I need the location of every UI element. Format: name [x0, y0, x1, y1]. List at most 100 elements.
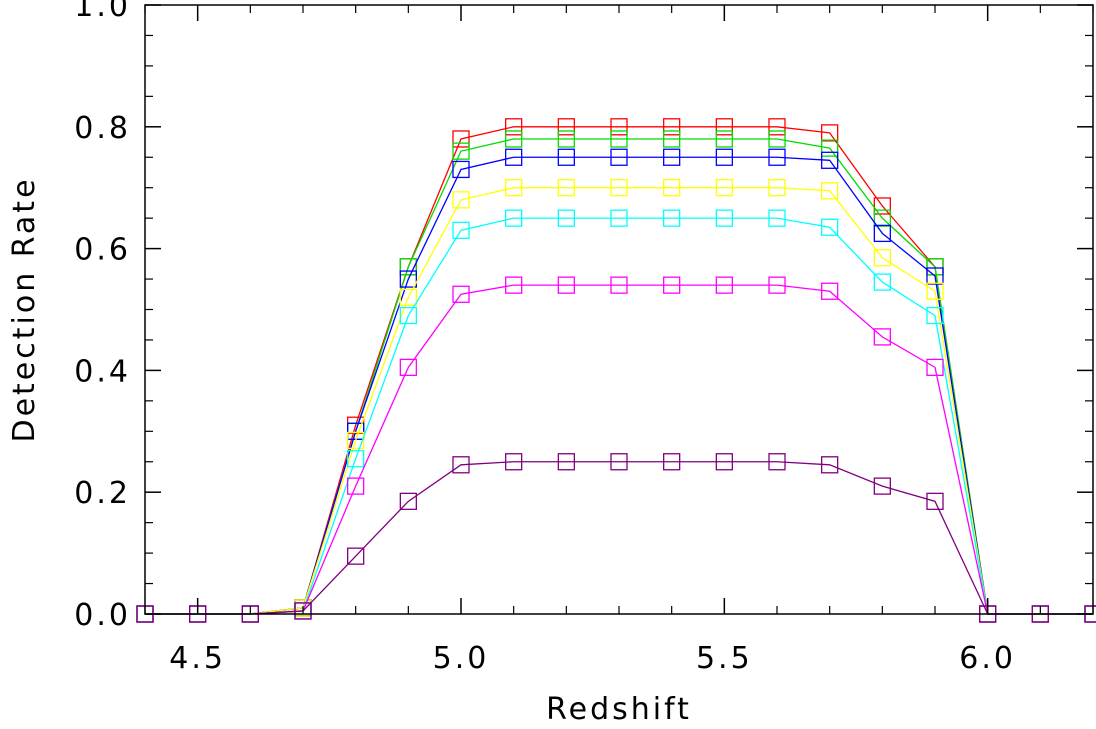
data-point-marker [294, 602, 312, 620]
data-point-marker [505, 148, 523, 166]
data-point-marker [399, 270, 417, 288]
x-tick-label: 5.5 [696, 641, 753, 676]
data-point-marker [452, 456, 470, 474]
series-line [145, 461, 1093, 615]
data-point-marker [505, 130, 523, 148]
data-point-marker [452, 160, 470, 179]
data-point-marker [873, 249, 891, 267]
data-point-marker [610, 179, 628, 197]
data-point-marker [926, 306, 944, 325]
data-point-marker [663, 130, 681, 148]
data-point-marker [821, 139, 839, 157]
series-6 [136, 276, 1096, 623]
y-axis-title: Detection Rate [7, 176, 42, 442]
data-point-marker [557, 148, 575, 166]
y-tick-label: 0.2 [74, 476, 131, 511]
data-point-marker [399, 358, 417, 377]
data-point-marker [926, 267, 944, 285]
series-3 [136, 148, 1096, 623]
data-point-marker [873, 328, 891, 346]
data-point-marker [452, 142, 470, 160]
y-tick-label: 0.4 [74, 354, 131, 389]
data-point-marker [768, 209, 786, 227]
tick-label-layer: 4.5 5.0 5.5 6.0 0.0 0.2 0.4 0.6 0.8 1.0 [74, 0, 1016, 676]
data-point-marker [452, 221, 470, 239]
data-point-marker [768, 276, 786, 294]
data-point-marker [505, 276, 523, 294]
data-point-marker [557, 179, 575, 197]
series-1 [136, 118, 1096, 623]
axes-layer [144, 4, 1094, 615]
x-tick-label: 6.0 [959, 641, 1016, 676]
data-point-marker [715, 453, 733, 471]
y-tick-label: 0.6 [74, 233, 131, 268]
data-point-marker [873, 209, 891, 227]
data-point-marker [821, 282, 839, 300]
data-point-marker [663, 209, 681, 227]
data-point-marker [873, 224, 891, 243]
x-tick-label: 4.5 [169, 641, 226, 676]
data-point-marker [715, 130, 733, 148]
series-line [145, 187, 1093, 615]
data-point-marker [557, 453, 575, 471]
series-line [145, 284, 1093, 615]
data-point-marker [926, 358, 944, 377]
data-point-marker [347, 431, 365, 450]
data-point-marker [926, 282, 944, 300]
data-point-marker [452, 285, 470, 303]
data-point-marker [873, 273, 891, 291]
data-point-marker [663, 148, 681, 166]
data-point-marker [821, 182, 839, 200]
data-point-marker [347, 547, 365, 565]
data-point-marker [663, 179, 681, 197]
data-point-marker [610, 118, 628, 136]
y-tick-label: 0.8 [74, 111, 131, 146]
data-point-marker [873, 197, 891, 215]
x-tick-label: 5.0 [433, 641, 490, 676]
data-point-marker [557, 276, 575, 294]
data-point-marker [505, 453, 523, 471]
series-layer [136, 118, 1096, 623]
data-point-marker [715, 179, 733, 197]
data-point-marker [610, 148, 628, 166]
data-point-marker [347, 477, 365, 495]
x-axis-title: Redshift [546, 692, 692, 727]
data-point-marker [663, 118, 681, 136]
data-point-marker [610, 276, 628, 294]
plot-frame [144, 4, 1094, 615]
data-point-marker [821, 124, 839, 142]
data-point-marker [715, 118, 733, 136]
data-point-marker [452, 130, 470, 148]
data-point-marker [821, 456, 839, 474]
data-point-marker [505, 179, 523, 197]
data-point-marker [821, 151, 839, 169]
data-point-marker [821, 218, 839, 236]
data-point-marker [768, 453, 786, 471]
series-5 [136, 209, 1096, 623]
data-point-marker [399, 492, 417, 510]
data-point-marker [610, 453, 628, 471]
data-point-marker [557, 209, 575, 227]
data-point-marker [715, 209, 733, 227]
data-point-marker [399, 288, 417, 306]
data-point-marker [399, 306, 417, 325]
data-point-marker [557, 118, 575, 136]
data-point-marker [505, 209, 523, 227]
data-point-marker [768, 179, 786, 197]
data-point-marker [610, 209, 628, 227]
data-point-marker [768, 130, 786, 148]
data-point-marker [663, 276, 681, 294]
data-point-marker [452, 191, 470, 209]
data-point-marker [715, 276, 733, 294]
data-point-marker [557, 130, 575, 148]
data-point-marker [399, 258, 417, 276]
data-point-marker [610, 130, 628, 148]
data-point-marker [505, 118, 523, 136]
data-point-marker [926, 258, 944, 276]
data-point-marker [926, 492, 944, 510]
y-tick-label: 1.0 [74, 0, 131, 24]
data-point-marker [347, 450, 365, 468]
y-tick-label: 0.0 [74, 598, 131, 633]
series-7 [136, 453, 1096, 623]
